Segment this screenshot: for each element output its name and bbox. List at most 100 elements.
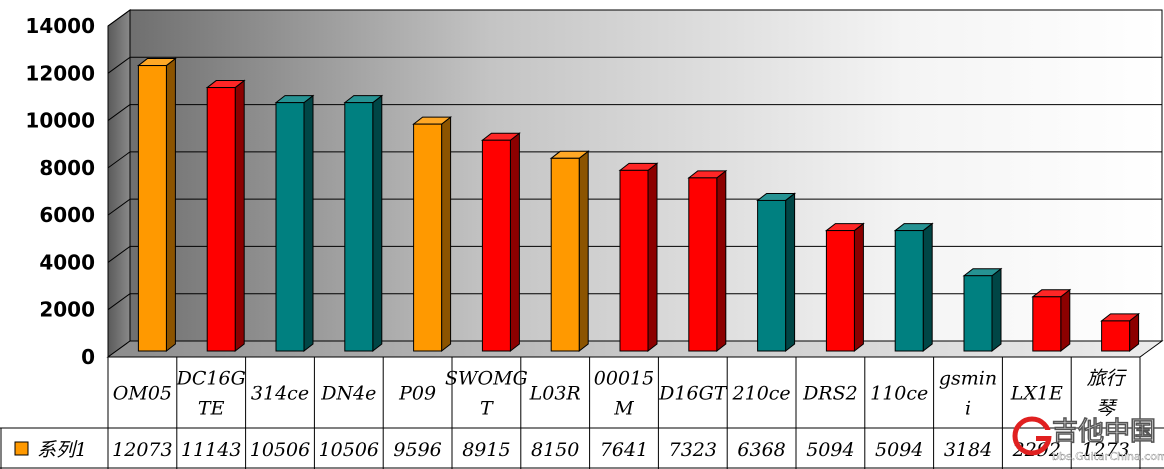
category-label: DRS2 (802, 383, 858, 405)
bar-side (234, 79, 245, 353)
bar-side (922, 222, 933, 353)
value-label: 5094 (806, 439, 854, 461)
bar-side (785, 192, 796, 353)
gridline-side (107, 104, 131, 121)
y-tick-label: 12000 (25, 61, 95, 85)
bar-front (688, 177, 718, 352)
watermark-text: 吉他中国 (1052, 417, 1156, 447)
value-label: 10506 (319, 439, 379, 461)
guitar-g-logo-icon (1012, 416, 1052, 456)
bar-side (853, 222, 864, 353)
category-label: LX1E (1010, 383, 1063, 405)
value-label: 10506 (250, 439, 310, 461)
bar (824, 222, 865, 353)
value-label: 8915 (462, 439, 510, 461)
left-side-wall (107, 9, 131, 358)
table-header-bg (108, 357, 1160, 428)
watermark-subtext: bbs.GuitarChina.com (1052, 450, 1164, 463)
bar (274, 94, 315, 353)
bar-side (372, 94, 383, 353)
category-label: gsmin (939, 368, 997, 390)
bar (205, 79, 246, 353)
bar (412, 116, 453, 353)
category-label: i (965, 398, 971, 420)
bar (687, 169, 728, 353)
y-tick-label: 14000 (25, 14, 95, 38)
category-label: P09 (398, 383, 436, 405)
category-label: M (613, 398, 634, 420)
watermark: 吉他中国 bbs.GuitarChina.com (1012, 416, 1164, 463)
category-label: 旅行 (1087, 368, 1128, 390)
bar (549, 150, 590, 353)
bars (136, 57, 1141, 353)
bar (1100, 312, 1141, 353)
data-table: OM05 12073 DC16G TE 11143 314ce 10506 DN4e 10506… (0, 356, 1164, 469)
bar-front (825, 230, 855, 352)
category-label: 琴 (1096, 398, 1118, 420)
bar-front (550, 157, 580, 352)
table-row-bg (0, 428, 1164, 469)
bar-side (1060, 288, 1071, 353)
bar-side (716, 169, 727, 353)
bar-front (344, 102, 374, 352)
category-label: OM05 (113, 383, 172, 405)
bar-side (578, 150, 589, 353)
bar-front (1101, 320, 1131, 352)
bar-side (509, 132, 520, 353)
bar (136, 57, 177, 353)
value-label: 6368 (737, 439, 785, 461)
bar-front (137, 65, 167, 352)
bar-side (165, 57, 176, 353)
gridline-side (107, 246, 131, 263)
gridline-side (107, 56, 131, 74)
category-label: 210ce (732, 383, 791, 405)
gridline-side (107, 9, 131, 27)
y-axis: 0 2000 4000 6000 8000 10000 12000 14000 (25, 14, 95, 369)
bar-front (1032, 296, 1062, 352)
bar-front (413, 123, 443, 352)
category-label: L03R (529, 383, 581, 405)
legend-swatch (14, 441, 29, 456)
value-label: 1273 (1081, 439, 1129, 461)
bar-side (647, 162, 658, 353)
legend-label: 系列1 (37, 439, 87, 461)
bar-front (894, 230, 924, 352)
bar-side (441, 116, 452, 353)
gridline-side (107, 198, 131, 216)
category-label: SWOMG (445, 368, 528, 390)
category-label: T (480, 398, 494, 420)
value-label: 7641 (600, 439, 648, 461)
value-label: 8150 (531, 439, 579, 461)
bar-front (206, 87, 236, 352)
y-tick-label: 0 (81, 345, 95, 369)
bar-side (303, 94, 314, 353)
bar-front (757, 199, 787, 352)
category-label: 314ce (251, 383, 309, 405)
gridline-side (107, 293, 131, 311)
value-label: 11143 (181, 439, 241, 461)
category-label: 00015 (594, 368, 654, 390)
bar-front (275, 102, 305, 352)
value-label: 5094 (875, 439, 923, 461)
bar (893, 222, 934, 353)
bar (962, 267, 1003, 353)
bar (1031, 288, 1072, 353)
y-tick-label: 8000 (39, 156, 95, 180)
category-label: TE (198, 398, 225, 420)
bar-front (481, 139, 511, 352)
bar (343, 94, 384, 353)
bar (756, 192, 797, 353)
value-label: 9596 (393, 439, 441, 461)
value-label: 12073 (112, 439, 172, 461)
y-tick-label: 10000 (25, 109, 95, 133)
bar (618, 162, 659, 353)
y-tick-label: 2000 (39, 298, 95, 322)
category-label: DC16G (176, 368, 246, 390)
bar-front (619, 169, 649, 352)
bar-front (963, 275, 993, 352)
y-tick-label: 6000 (39, 203, 95, 227)
gridline-side (107, 151, 131, 169)
y-tick-label: 4000 (39, 250, 95, 274)
value-label: 7323 (669, 439, 717, 461)
